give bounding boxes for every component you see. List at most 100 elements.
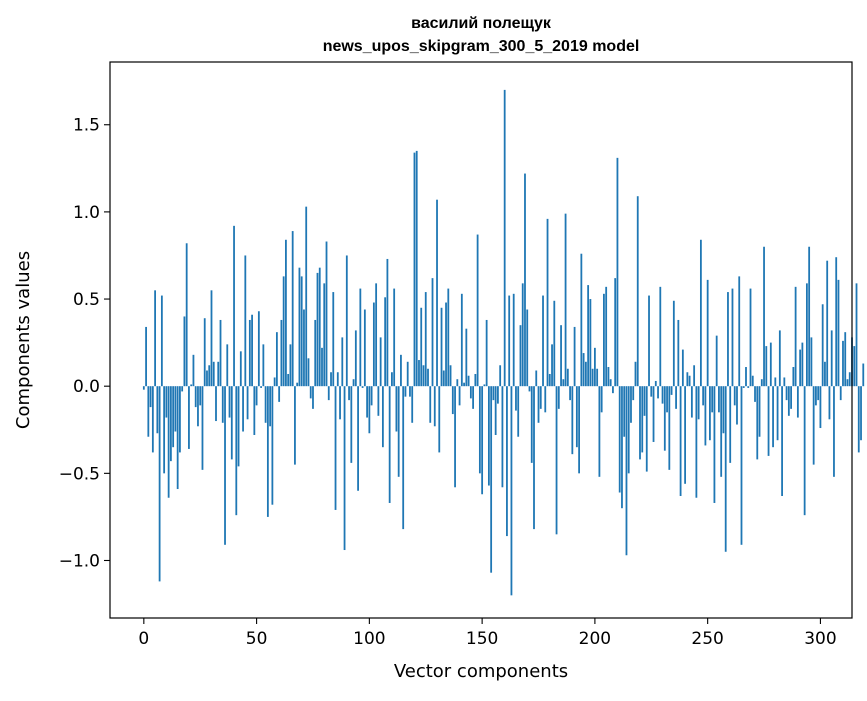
- bar-component-247: [699, 239, 702, 387]
- bar-component-268: [747, 386, 750, 388]
- bar-component-41: [235, 386, 238, 516]
- bar-component-315: [853, 346, 856, 387]
- bar-component-208: [612, 386, 614, 394]
- bar-component-64: [287, 373, 290, 387]
- bar-component-275: [763, 246, 765, 387]
- bar-component-236: [675, 386, 677, 409]
- bar-component-101: [370, 386, 373, 406]
- bar-component-15: [176, 386, 179, 490]
- bar-component-25: [199, 386, 202, 406]
- bar-component-230: [661, 386, 664, 404]
- bar-component-184: [557, 386, 560, 409]
- bar-component-225: [650, 386, 653, 397]
- bar-component-153: [487, 386, 490, 486]
- bar-component-128: [431, 278, 434, 387]
- bar-component-38: [228, 386, 231, 418]
- bar-component-17: [181, 386, 184, 392]
- bar-component-83: [330, 372, 332, 387]
- bar-component-145: [469, 386, 472, 399]
- bar-component-130: [436, 199, 438, 387]
- bar-component-154: [490, 386, 493, 573]
- bar-component-103: [375, 283, 378, 387]
- bar-component-31: [212, 361, 215, 387]
- bar-component-176: [539, 386, 542, 409]
- bar-component-226: [652, 386, 655, 442]
- bar-component-273: [758, 386, 761, 437]
- bar-component-298: [815, 386, 817, 406]
- bar-component-113: [397, 386, 400, 477]
- bar-component-254: [715, 335, 718, 387]
- bar-component-59: [275, 332, 278, 387]
- bar-component-42: [237, 386, 240, 467]
- bar-component-121: [415, 150, 418, 387]
- bar-component-171: [528, 386, 531, 392]
- bar-component-78: [318, 267, 321, 387]
- bar-component-229: [659, 286, 662, 387]
- bar-component-248: [702, 386, 705, 406]
- bar-component-7: [158, 386, 161, 582]
- bar-component-209: [614, 278, 617, 387]
- y-axis-label: Components values: [13, 251, 34, 429]
- bar-component-252: [711, 386, 714, 413]
- bar-component-136: [449, 365, 452, 387]
- x-axis-label: Vector components: [394, 661, 568, 682]
- bar-component-60: [278, 386, 281, 402]
- bar-component-166: [517, 386, 520, 437]
- bar-component-119: [411, 386, 414, 423]
- bar-component-296: [810, 337, 813, 387]
- bar-component-27: [203, 318, 206, 387]
- bar-component-126: [427, 368, 429, 387]
- bar-component-319: [862, 363, 865, 387]
- bar-component-317: [857, 386, 860, 453]
- bar-component-267: [745, 367, 747, 387]
- chart-subtitle: news_upos_skipgram_300_5_2019 model: [323, 38, 640, 55]
- bar-component-213: [623, 386, 626, 437]
- bar-component-278: [769, 342, 772, 387]
- bar-component-144: [467, 375, 470, 387]
- bar-component-181: [551, 344, 553, 387]
- bar-component-282: [778, 330, 781, 387]
- bar-component-306: [833, 386, 835, 477]
- x-tick-label: 300: [804, 629, 836, 649]
- bar-component-155: [492, 386, 495, 401]
- bar-component-32: [215, 386, 217, 422]
- bar-component-11: [167, 386, 170, 498]
- bar-component-266: [742, 386, 745, 388]
- bar-component-134: [445, 302, 447, 387]
- bar-component-44: [242, 386, 244, 432]
- bar-component-197: [587, 285, 590, 387]
- bar-component-142: [463, 382, 465, 387]
- bar-component-165: [515, 386, 517, 411]
- bar-component-150: [481, 386, 484, 495]
- bar-component-94: [354, 330, 357, 387]
- bar-component-281: [776, 386, 779, 441]
- bar-component-214: [625, 386, 628, 556]
- bar-component-205: [605, 286, 608, 387]
- plot-area-frame: [109, 61, 853, 619]
- bar-component-124: [422, 365, 425, 387]
- bar-component-180: [548, 373, 551, 387]
- bar-component-215: [627, 386, 630, 474]
- bar-component-190: [571, 386, 574, 455]
- bar-component-183: [555, 386, 558, 535]
- bar-component-131: [438, 386, 441, 453]
- bar-component-47: [248, 319, 251, 387]
- bar-component-52: [260, 386, 262, 388]
- bar-component-309: [839, 386, 842, 401]
- bar-component-36: [224, 386, 226, 545]
- bar-component-189: [569, 386, 571, 401]
- bar-component-69: [298, 267, 301, 387]
- bar-component-79: [321, 347, 323, 387]
- bar-component-46: [246, 386, 249, 420]
- x-tick-label: 50: [246, 629, 268, 649]
- bar-component-30: [210, 290, 213, 387]
- bar-component-70: [300, 276, 303, 387]
- bar-component-29: [208, 365, 211, 387]
- bar-component-160: [503, 89, 506, 387]
- bar-component-237: [677, 319, 680, 387]
- bar-component-146: [472, 386, 474, 409]
- bar-component-117: [406, 361, 409, 387]
- bar-component-65: [289, 344, 292, 387]
- bar-component-270: [751, 375, 754, 387]
